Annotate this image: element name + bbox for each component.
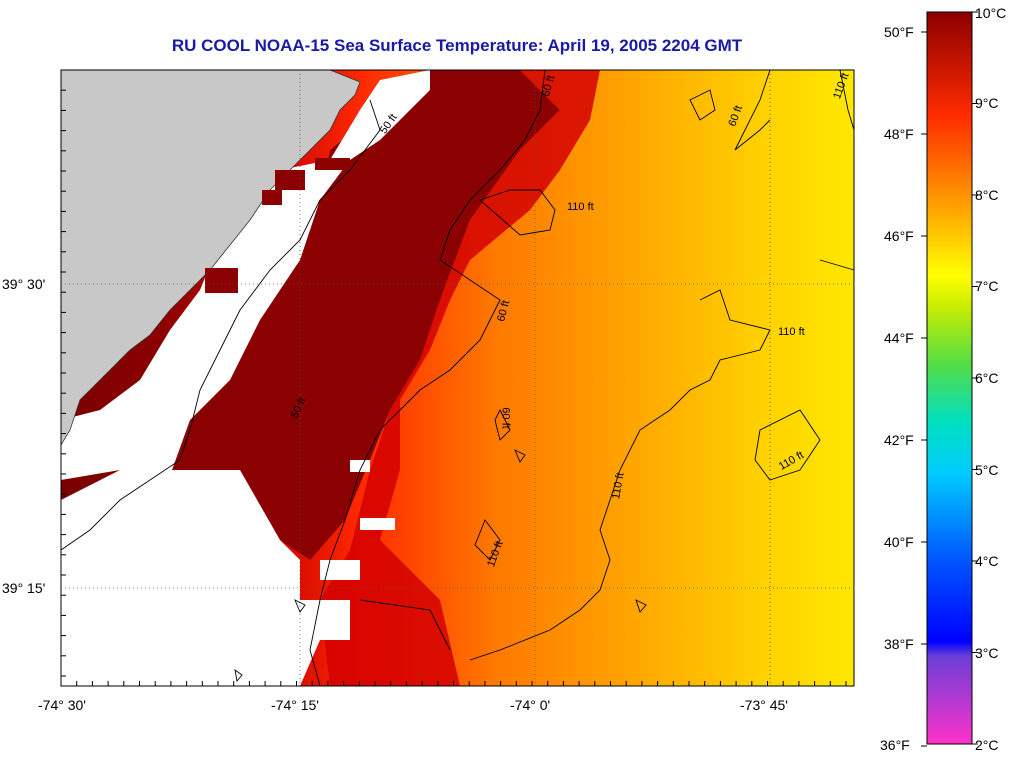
y-tick-label-2: 39° 15' — [2, 580, 46, 596]
cb-c-label-7: 7°C — [975, 278, 999, 294]
x-tick-label-4: -73° 45' — [740, 697, 788, 713]
cb-c-label-3: 3°C — [975, 645, 999, 661]
cb-c-label-10: 10°C — [975, 5, 1007, 21]
cb-c-label-5: 5°C — [975, 462, 999, 478]
cb-f-label-46: 46°F — [884, 228, 914, 244]
cb-f-label-44: 44°F — [884, 330, 914, 346]
cb-c-label-2: 2°C — [975, 737, 999, 753]
contour-label-60ft-south: 60 ft — [499, 407, 512, 429]
cb-f-label-40: 40°F — [884, 534, 914, 550]
cb-f-label-48: 48°F — [884, 126, 914, 142]
map-title: RU COOL NOAA-15 Sea Surface Temperature:… — [171, 36, 743, 55]
x-tick-label-1: -74° 30' — [38, 697, 86, 713]
x-tick-label-2: -74° 15' — [271, 697, 319, 713]
colorbar — [926, 11, 973, 745]
no-data-region — [61, 470, 320, 686]
cb-c-label-8: 8°C — [975, 187, 999, 203]
plot-frame — [60, 69, 855, 687]
contour-label-110ft-a: 110 ft — [567, 201, 594, 213]
bay-warm-patch — [205, 268, 238, 293]
land-area — [61, 70, 361, 446]
cb-c-label-6: 6°C — [975, 370, 999, 386]
cb-f-label-36: 36°F — [880, 737, 910, 753]
no-data-coastal — [61, 70, 430, 480]
cb-f-label-42: 42°F — [884, 432, 914, 448]
cb-f-label-38: 38°F — [884, 636, 914, 652]
y-tick-label-1: 39° 30' — [2, 276, 46, 292]
x-tick-label-3: -74° 0' — [510, 697, 551, 713]
cb-c-label-9: 9°C — [975, 95, 999, 111]
cb-c-label-4: 4°C — [975, 553, 999, 569]
cb-f-label-50: 50°F — [884, 24, 914, 40]
depth-contours — [60, 69, 855, 687]
grid — [61, 70, 854, 686]
contour-label-110ft-b: 110 ft — [778, 326, 805, 338]
warm-nearshore-band — [172, 70, 560, 560]
